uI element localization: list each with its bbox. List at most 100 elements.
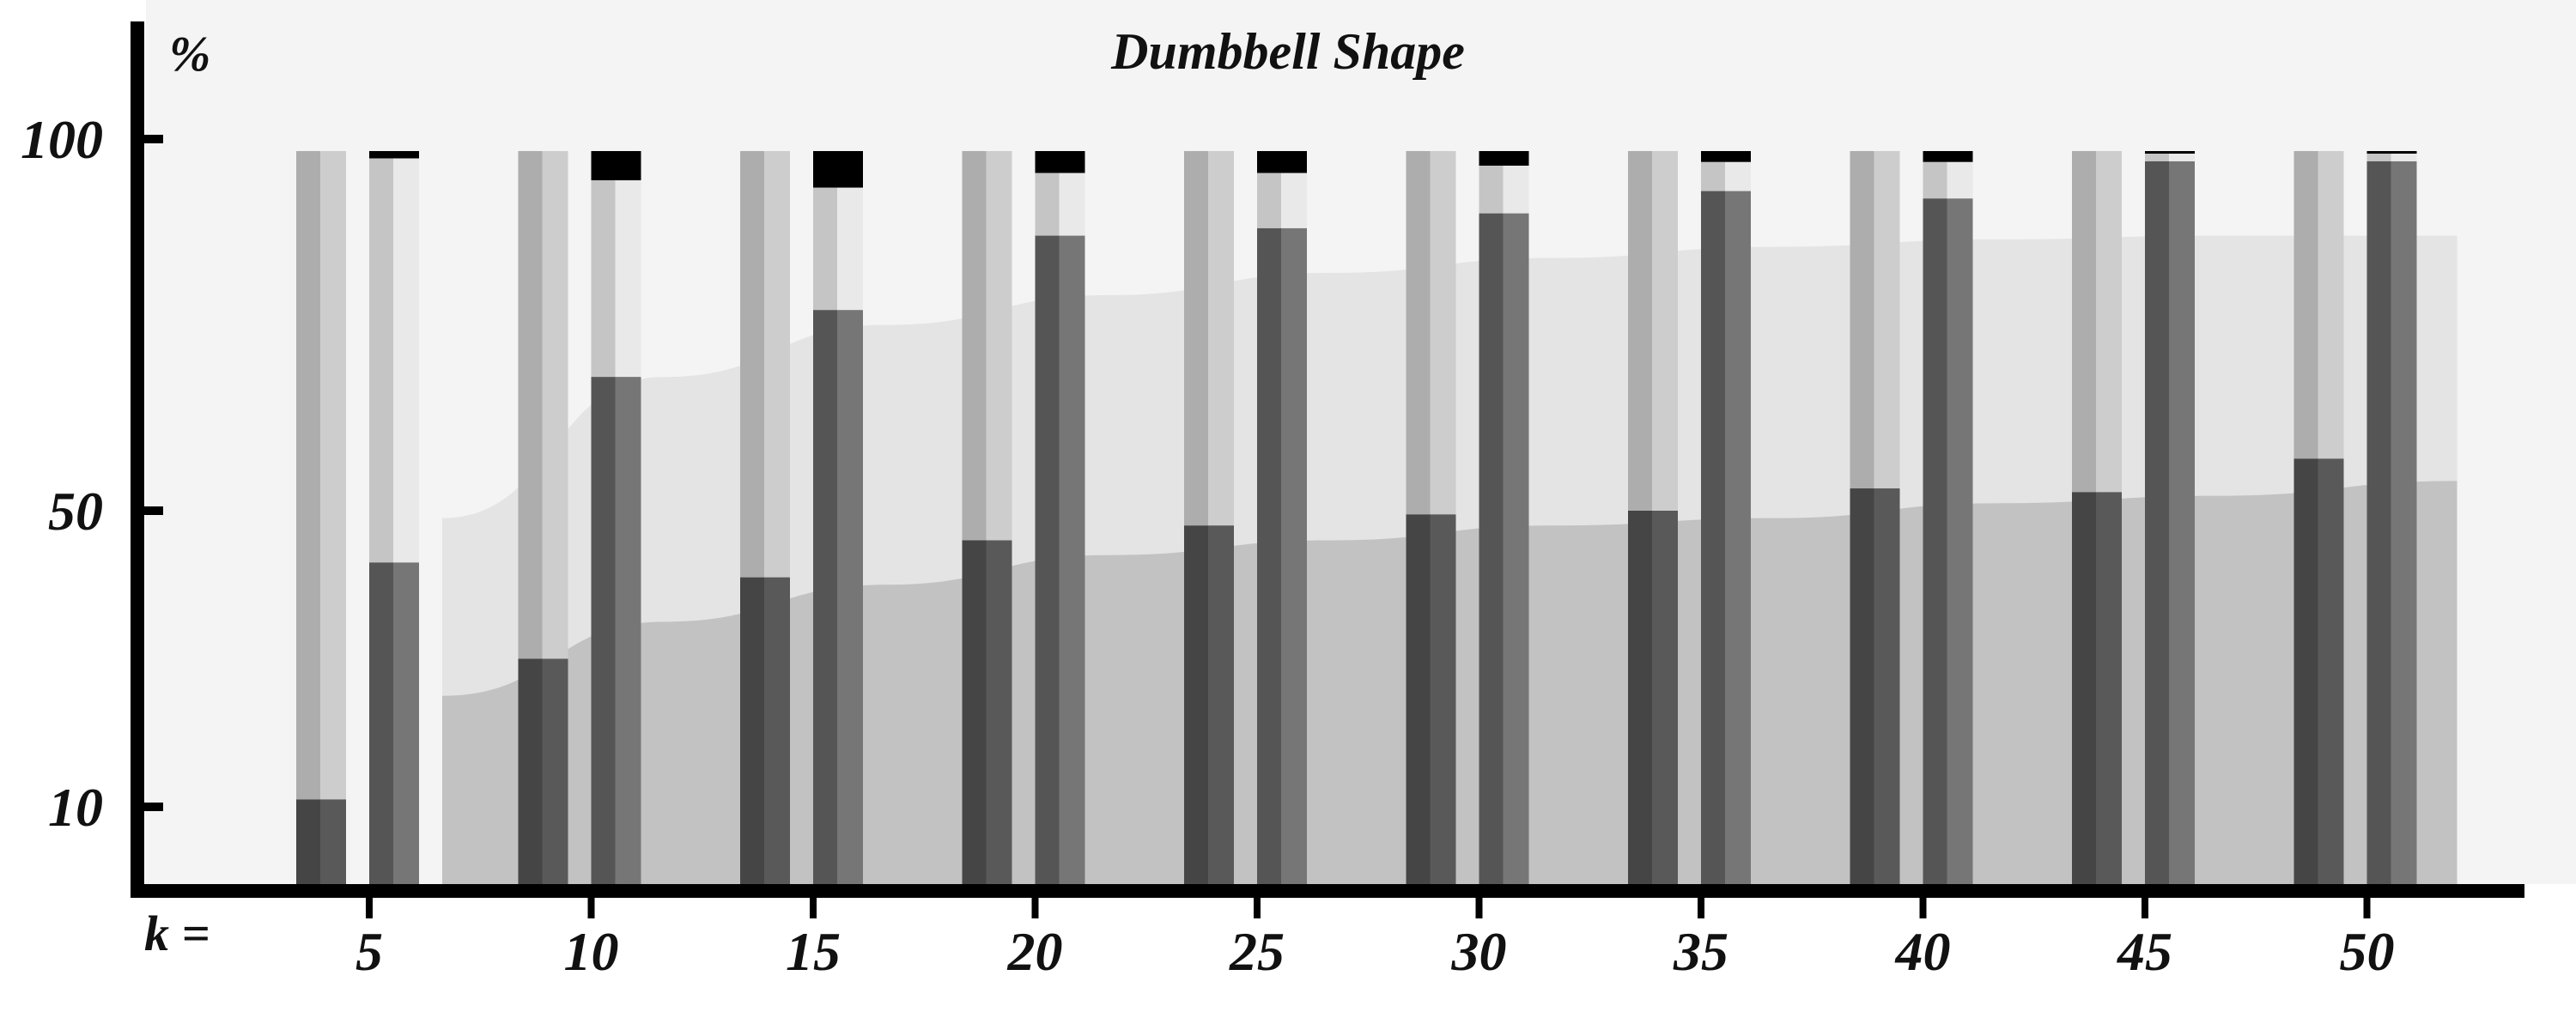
bar-b-value-left — [1701, 191, 1725, 884]
bar-b-cap — [2145, 151, 2195, 154]
bar-b-cap — [1257, 151, 1307, 173]
bar-b-rest-left — [2366, 154, 2391, 161]
bar-group-30 — [1406, 151, 1529, 885]
bar-b-rest-left — [369, 158, 393, 563]
bar-a-rest-right — [1208, 151, 1234, 526]
bar-a-value-right — [1652, 511, 1678, 884]
bar-a-value-left — [1850, 488, 1874, 884]
bar-b-rest-left — [1035, 173, 1060, 236]
bar-a-rest-right — [986, 151, 1012, 541]
bar-a-rest-left — [2072, 151, 2096, 493]
x-ticks: 5 10 15 20 25 30 35 40 45 50 — [355, 898, 2395, 982]
x-tick-label: 10 — [564, 921, 619, 982]
bars — [296, 151, 2417, 885]
bar-b-rest-right — [837, 187, 863, 311]
bar-a-rest-left — [518, 151, 543, 659]
x-tick-label: 45 — [2117, 921, 2172, 982]
bar-b-rest-right — [1725, 161, 1751, 191]
bar-a-value-right — [1208, 525, 1234, 884]
x-tick-label: 30 — [1451, 921, 1507, 982]
x-axis-label: k = — [144, 906, 210, 961]
y-axis-unit: % — [169, 26, 210, 82]
bar-b-value-left — [369, 562, 393, 884]
bar-b-rest-left — [813, 187, 837, 311]
bar-b-rest-right — [2391, 154, 2417, 161]
bar-b-rest-left — [1257, 173, 1281, 228]
bar-b-value-left — [2145, 161, 2169, 885]
bar-b-value-right — [837, 310, 863, 884]
bar-b-rest-right — [1059, 173, 1085, 236]
bar-b-rest-left — [2145, 154, 2169, 161]
bar-group-5 — [296, 151, 419, 884]
bar-b-cap — [1923, 151, 1973, 162]
bar-b-cap — [2366, 151, 2417, 154]
bar-b-rest-right — [615, 180, 641, 378]
bar-a-value-left — [2293, 458, 2318, 884]
bar-a-value-left — [518, 658, 543, 884]
y-tick-label: 100 — [21, 109, 103, 170]
bar-b-cap — [813, 151, 863, 188]
bar-b-value-left — [1479, 213, 1504, 885]
x-tick-label: 5 — [355, 921, 383, 982]
x-tick-label: 40 — [1895, 921, 1951, 982]
bar-a-value-right — [542, 658, 568, 884]
bar-b-rest-right — [1503, 166, 1529, 214]
bar-b-value-right — [1281, 227, 1307, 884]
bar-b-rest-left — [1923, 161, 1947, 199]
bar-b-rest-left — [1701, 161, 1725, 191]
bar-a-rest-right — [1430, 151, 1456, 515]
y-tick-label: 50 — [48, 481, 103, 542]
y-ticks: 10 50 100 — [21, 109, 163, 838]
bar-group-40 — [1850, 151, 1973, 884]
bar-b-cap — [1701, 151, 1751, 162]
bar-a-rest-left — [740, 151, 764, 578]
bar-b-cap — [369, 151, 419, 159]
bar-b-value-left — [2366, 161, 2391, 885]
bar-b-rest-left — [591, 180, 616, 378]
x-tick-label: 35 — [1673, 921, 1728, 982]
bar-a-value-left — [1628, 511, 1652, 884]
bar-b-cap — [1035, 151, 1085, 173]
bar-a-value-left — [2072, 492, 2096, 884]
bar-a-rest-right — [542, 151, 568, 659]
bar-group-10 — [518, 151, 641, 884]
bar-b-rest-right — [1947, 161, 1973, 199]
bar-a-value-right — [764, 577, 790, 884]
bar-a-value-left — [962, 540, 987, 884]
bar-a-value-right — [2096, 492, 2122, 884]
bar-b-value-right — [1725, 191, 1751, 884]
bar-group-20 — [962, 151, 1085, 885]
x-tick-label: 20 — [1007, 921, 1063, 982]
bar-group-15 — [740, 151, 863, 884]
bar-a-rest-right — [1652, 151, 1678, 511]
bar-a-rest-right — [1874, 151, 1900, 489]
x-tick-label: 50 — [2340, 921, 2395, 982]
bar-b-value-right — [1947, 198, 1973, 884]
bar-b-rest-left — [1479, 166, 1504, 214]
bar-a-value-right — [1430, 514, 1456, 884]
bar-b-value-right — [1059, 235, 1085, 885]
x-tick-label: 25 — [1229, 921, 1285, 982]
bar-b-value-right — [2391, 161, 2417, 885]
bar-b-value-right — [1503, 213, 1529, 885]
bar-a-value-left — [1406, 514, 1431, 884]
bar-a-rest-right — [2318, 151, 2344, 459]
bar-a-rest-left — [296, 151, 320, 800]
bar-group-50 — [2293, 151, 2417, 885]
bar-a-rest-left — [2293, 151, 2318, 459]
bar-a-rest-right — [2096, 151, 2122, 493]
bar-b-value-left — [591, 377, 616, 884]
bar-b-cap — [591, 151, 641, 181]
bar-b-value-left — [813, 310, 837, 884]
bar-a-rest-left — [1850, 151, 1874, 489]
bar-a-rest-left — [1628, 151, 1652, 511]
bar-b-rest-right — [2169, 154, 2195, 161]
bar-b-rest-right — [393, 158, 419, 563]
bar-a-value-right — [2318, 458, 2344, 884]
bar-a-value-right — [1874, 488, 1900, 884]
bar-b-value-left — [1035, 235, 1060, 885]
bar-a-rest-right — [320, 151, 346, 800]
bar-a-value-left — [740, 577, 764, 884]
bar-b-value-left — [1923, 198, 1947, 884]
